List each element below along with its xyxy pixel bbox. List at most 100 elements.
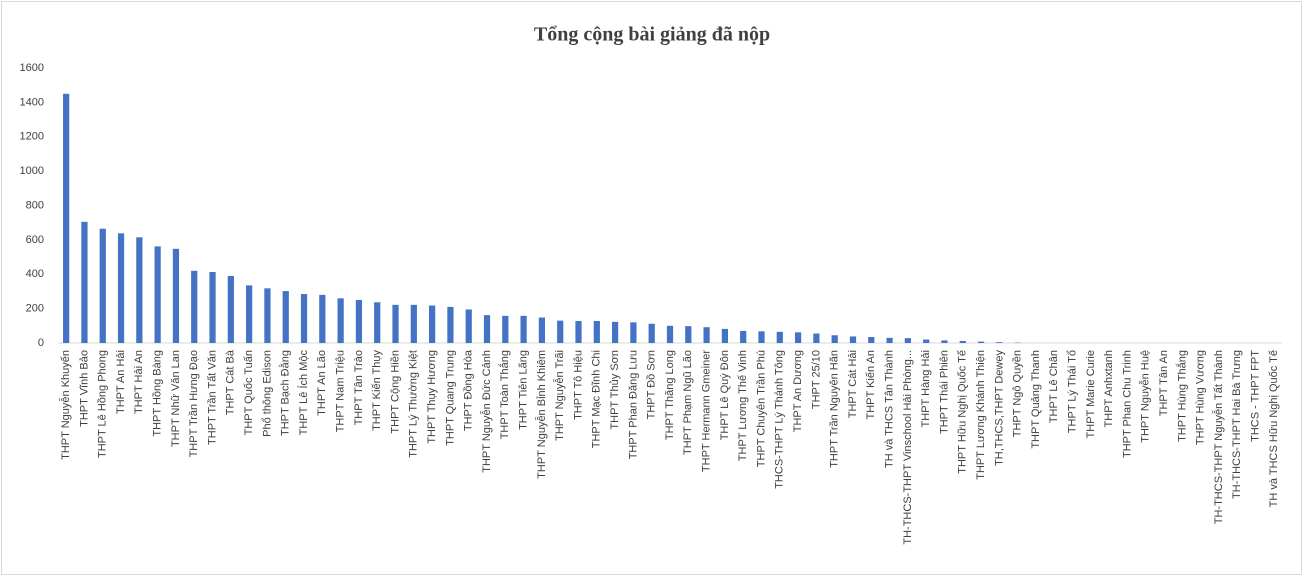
- x-tick-label: THPT Đồ Sơn: [646, 350, 658, 419]
- bar: [99, 228, 106, 343]
- bar: [520, 315, 527, 343]
- x-tick-label: THPT Marie Curie: [1085, 350, 1097, 438]
- y-tick-label: 600: [26, 234, 44, 246]
- chart-title: Tổng cộng bài giảng đã nộp: [534, 24, 770, 46]
- bar: [776, 331, 783, 343]
- bar: [319, 294, 326, 343]
- x-tick-label: THPT Hermann Gmeiner: [701, 350, 713, 472]
- x-tick-label: THPT Quốc Tuấn: [243, 350, 255, 435]
- x-tick-label: THPT Hồng Bàng: [152, 350, 164, 437]
- bar: [923, 339, 930, 343]
- bar: [996, 342, 1003, 343]
- x-tick-label: THPT Mạc Đĩnh Chi: [591, 350, 603, 448]
- x-tick-label: THPT An Hải: [115, 350, 127, 414]
- x-tick-label: THPT Toàn Thắng: [498, 350, 511, 439]
- x-tick-label: THCS - THPT FPT: [1249, 350, 1261, 442]
- x-tick-label: THPT Nhữ Văn Lan: [170, 350, 182, 447]
- bar: [117, 233, 125, 343]
- x-tick-label: THPT Lương Thế Vinh: [737, 350, 749, 461]
- x-tick-label: TH,THCS,THPT Dewey: [993, 350, 1005, 466]
- x-tick-label: THPT An Lão: [316, 350, 328, 416]
- bar: [886, 337, 893, 343]
- x-tick-label: THPT Trần Nguyên Hãn: [829, 350, 841, 468]
- x-tick-label: THPT Thụy Hương: [426, 350, 438, 444]
- x-tick-label: Phổ thông Edison: [261, 350, 273, 437]
- x-tick-label: THPT Cát Bà: [225, 349, 237, 415]
- bar: [282, 291, 289, 343]
- bar: [246, 285, 253, 343]
- bar: [721, 328, 729, 343]
- x-tick-label: TH-THCS-THPT Hai Bà Trưng: [1231, 350, 1243, 499]
- bar: [191, 270, 198, 343]
- bar: [977, 341, 985, 343]
- x-tick-label: THPT Lương Khánh Thiện: [975, 350, 987, 480]
- x-tick-label: THPT Bạch Đằng: [279, 350, 292, 436]
- x-tick-label: THPT Phan Chu Trinh: [1121, 350, 1133, 458]
- x-tick-label: THPT Phạm Ngũ Lão: [682, 350, 694, 455]
- y-tick-label: 800: [26, 199, 44, 211]
- x-tick-label: THPT Quang Trung: [444, 350, 456, 446]
- bar: [941, 340, 948, 343]
- x-tick-label: THPT Trần Hưng Đạo: [188, 350, 200, 457]
- x-tick-label: THPT Lý Thái Tổ: [1066, 350, 1078, 433]
- x-tick-label: THPT Trần Tất Văn: [206, 350, 218, 445]
- x-tick-label: TH-THCS-THPT Nguyễn Tất Thành: [1212, 350, 1225, 524]
- bar: [740, 330, 747, 343]
- x-tick-label: THPT Phan Đăng Lưu: [627, 350, 639, 459]
- x-tick-label: THPT Lý Thường Kiệt: [408, 350, 420, 458]
- bar: [685, 326, 692, 343]
- x-tick-label: THPT Tiên Lãng: [518, 350, 530, 430]
- x-tick-label: THPT Hải An: [133, 350, 145, 414]
- x-tick-label: THPT Tô Hiệu: [572, 350, 584, 420]
- bar: [666, 325, 674, 343]
- x-tick-label: THPT Thăng Long: [664, 350, 676, 440]
- x-tick-label: THPT Nguyễn Huệ: [1139, 350, 1152, 443]
- x-tick-label: THPT Hữu Nghị Quốc Tế: [957, 350, 969, 474]
- x-tick-label: THPT Lê Hồng Phong: [97, 350, 109, 458]
- bar: [648, 323, 655, 343]
- bar: [355, 300, 363, 343]
- bar: [758, 331, 765, 343]
- bar: [300, 294, 308, 343]
- x-tick-label: THCS-THPT Lý Thánh Tông: [774, 350, 786, 489]
- x-tick-label: THPT Vĩnh Bảo: [78, 350, 90, 427]
- bar: [813, 333, 820, 343]
- y-tick-label: 200: [26, 303, 44, 315]
- bar: [904, 338, 911, 343]
- x-tick-label: THPT Nguyễn Bỉnh Khiêm: [535, 350, 548, 479]
- y-tick-label: 0: [38, 337, 44, 349]
- bar: [630, 322, 637, 343]
- x-tick-label: THPT Ngô Quyền: [1012, 350, 1024, 437]
- bar: [538, 317, 546, 343]
- bar: [483, 315, 491, 343]
- bar: [831, 335, 838, 343]
- y-tick-label: 1600: [20, 62, 44, 74]
- bar: [136, 237, 143, 343]
- bar: [227, 275, 234, 343]
- bar: [392, 304, 399, 343]
- x-tick-label: THPT Anhxtanh: [1103, 350, 1115, 427]
- y-tick-label: 400: [26, 268, 44, 280]
- x-tick-label: THPT Nam Triệu: [335, 350, 347, 432]
- bar: [465, 309, 472, 343]
- bar: [794, 332, 802, 343]
- bar: [849, 336, 857, 343]
- x-tick-label: THPT Hàng Hải: [920, 350, 932, 427]
- x-tick-label: THPT Kiến Thụy: [371, 350, 383, 431]
- x-tick-label: TH và THCS Tân Thành: [883, 350, 895, 468]
- x-tick-label: THPT 25/10: [810, 350, 822, 409]
- bar: [703, 327, 710, 343]
- bar: [557, 320, 564, 343]
- x-tick-label: TH-THCS-THPT Vinschool Hải Phòng...: [902, 350, 914, 545]
- bar: [593, 321, 600, 343]
- bar: [337, 298, 344, 343]
- y-tick-label: 1200: [20, 131, 44, 143]
- x-tick-label: THPT Cát Hải: [847, 350, 859, 418]
- bar: [959, 340, 966, 343]
- bar: [264, 288, 271, 343]
- bar: [154, 246, 161, 343]
- x-tick-label: THPT Tân Trào: [353, 350, 365, 425]
- bar: [502, 315, 509, 343]
